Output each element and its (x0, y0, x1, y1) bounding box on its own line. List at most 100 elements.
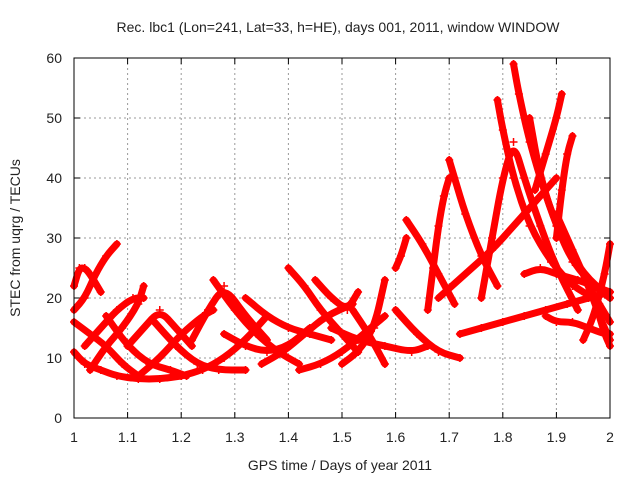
series-17-trace (295, 312, 389, 374)
data-point-marker (557, 90, 566, 98)
x-tick-label: 1.9 (547, 429, 567, 445)
data-point-marker (257, 360, 266, 368)
data-point-marker (391, 306, 400, 314)
y-tick-label: 30 (46, 230, 62, 246)
data-point-marker (112, 372, 121, 380)
y-tick-label: 0 (54, 410, 62, 426)
data-point-marker (252, 330, 261, 338)
data-point-marker (112, 306, 121, 314)
series-36-trace (542, 312, 614, 338)
data-point-marker (230, 306, 239, 314)
data-point-marker (193, 360, 202, 368)
x-tick-label: 1.6 (386, 429, 406, 445)
data-point-marker (461, 270, 470, 278)
x-tick-label: 2 (606, 429, 614, 445)
data-point-marker (547, 258, 556, 266)
data-point-marker (316, 306, 325, 314)
data-point-marker (134, 300, 143, 308)
data-point-marker (579, 336, 588, 344)
data-point-marker (552, 234, 561, 242)
data-point-marker (338, 348, 346, 356)
data-point-marker (139, 324, 148, 332)
data-point-marker (488, 234, 497, 242)
data-point-marker (91, 270, 100, 278)
series-21-trace (349, 306, 389, 368)
data-point-marker (477, 324, 486, 332)
data-point-marker (563, 300, 572, 308)
data-point-marker (589, 294, 598, 302)
data-point-marker (102, 342, 111, 350)
data-point-marker (96, 324, 105, 332)
data-point-marker (434, 222, 443, 230)
data-point-marker (327, 324, 336, 332)
x-tick-label: 1 (70, 429, 78, 445)
data-point-marker (123, 342, 132, 350)
series-26-trace (445, 156, 501, 290)
data-point-marker (552, 174, 561, 182)
data-point-marker (455, 354, 464, 362)
data-point-marker (134, 372, 143, 380)
series-0-trace (70, 348, 185, 383)
data-point-marker (498, 174, 507, 182)
data-point-marker (520, 174, 529, 182)
data-point-marker (370, 324, 379, 332)
data-point-marker (295, 366, 304, 374)
x-tick-label: 1.4 (279, 429, 299, 445)
x-tick-label: 1.1 (118, 429, 138, 445)
data-point-marker (552, 270, 561, 278)
data-point-marker (509, 174, 518, 182)
data-point-marker (541, 150, 550, 158)
data-point-marker (525, 222, 534, 230)
data-point-marker (171, 324, 180, 332)
data-point-marker (418, 240, 427, 248)
y-tick-label: 40 (46, 170, 62, 186)
data-point-marker (327, 294, 336, 302)
data-point-marker (177, 372, 186, 380)
data-point-marker (402, 234, 411, 242)
series-1-trace (70, 318, 142, 380)
data-point-marker (407, 348, 416, 356)
data-point-marker (536, 264, 545, 272)
data-point-marker (166, 366, 175, 374)
data-point-marker (241, 366, 250, 374)
x-tick-label: 1.8 (493, 429, 513, 445)
data-point-marker (80, 294, 89, 302)
data-point-marker (509, 222, 518, 230)
data-point-marker (220, 354, 229, 362)
data-point-marker (600, 330, 609, 338)
data-point-marker (338, 360, 346, 368)
data-point-marker (568, 282, 577, 290)
data-point-marker (568, 132, 577, 140)
data-point-marker (380, 360, 389, 368)
data-point-marker (279, 348, 288, 356)
data-point-marker (80, 264, 89, 272)
data-point-marker (396, 252, 405, 260)
data-point-marker (187, 336, 196, 344)
data-point-marker (514, 90, 523, 98)
data-point-marker (139, 282, 148, 290)
data-point-marker (102, 252, 111, 260)
data-point-marker (450, 174, 459, 182)
data-point-marker (509, 60, 518, 68)
series-7-trace (124, 311, 196, 350)
data-point-marker (413, 330, 422, 338)
series-29-trace (477, 147, 582, 314)
data-point-marker (262, 312, 271, 320)
data-point-marker (445, 156, 454, 164)
y-tick-label: 60 (46, 50, 62, 66)
data-point-marker (380, 276, 389, 284)
y-tick-label: 10 (46, 350, 62, 366)
data-point-marker (96, 288, 105, 296)
data-point-marker (155, 375, 164, 383)
data-point-marker (354, 348, 363, 356)
data-point-marker (204, 306, 212, 314)
data-point-marker (530, 186, 539, 194)
data-point-marker (311, 276, 320, 284)
data-point-marker (118, 324, 127, 332)
chart-title: Rec. lbc1 (Lon=241, Lat=33, h=HE), days … (117, 19, 561, 35)
x-axis-label: GPS time / Days of year 2011 (248, 457, 432, 473)
data-point-marker (96, 366, 105, 374)
data-point-marker (284, 324, 293, 332)
